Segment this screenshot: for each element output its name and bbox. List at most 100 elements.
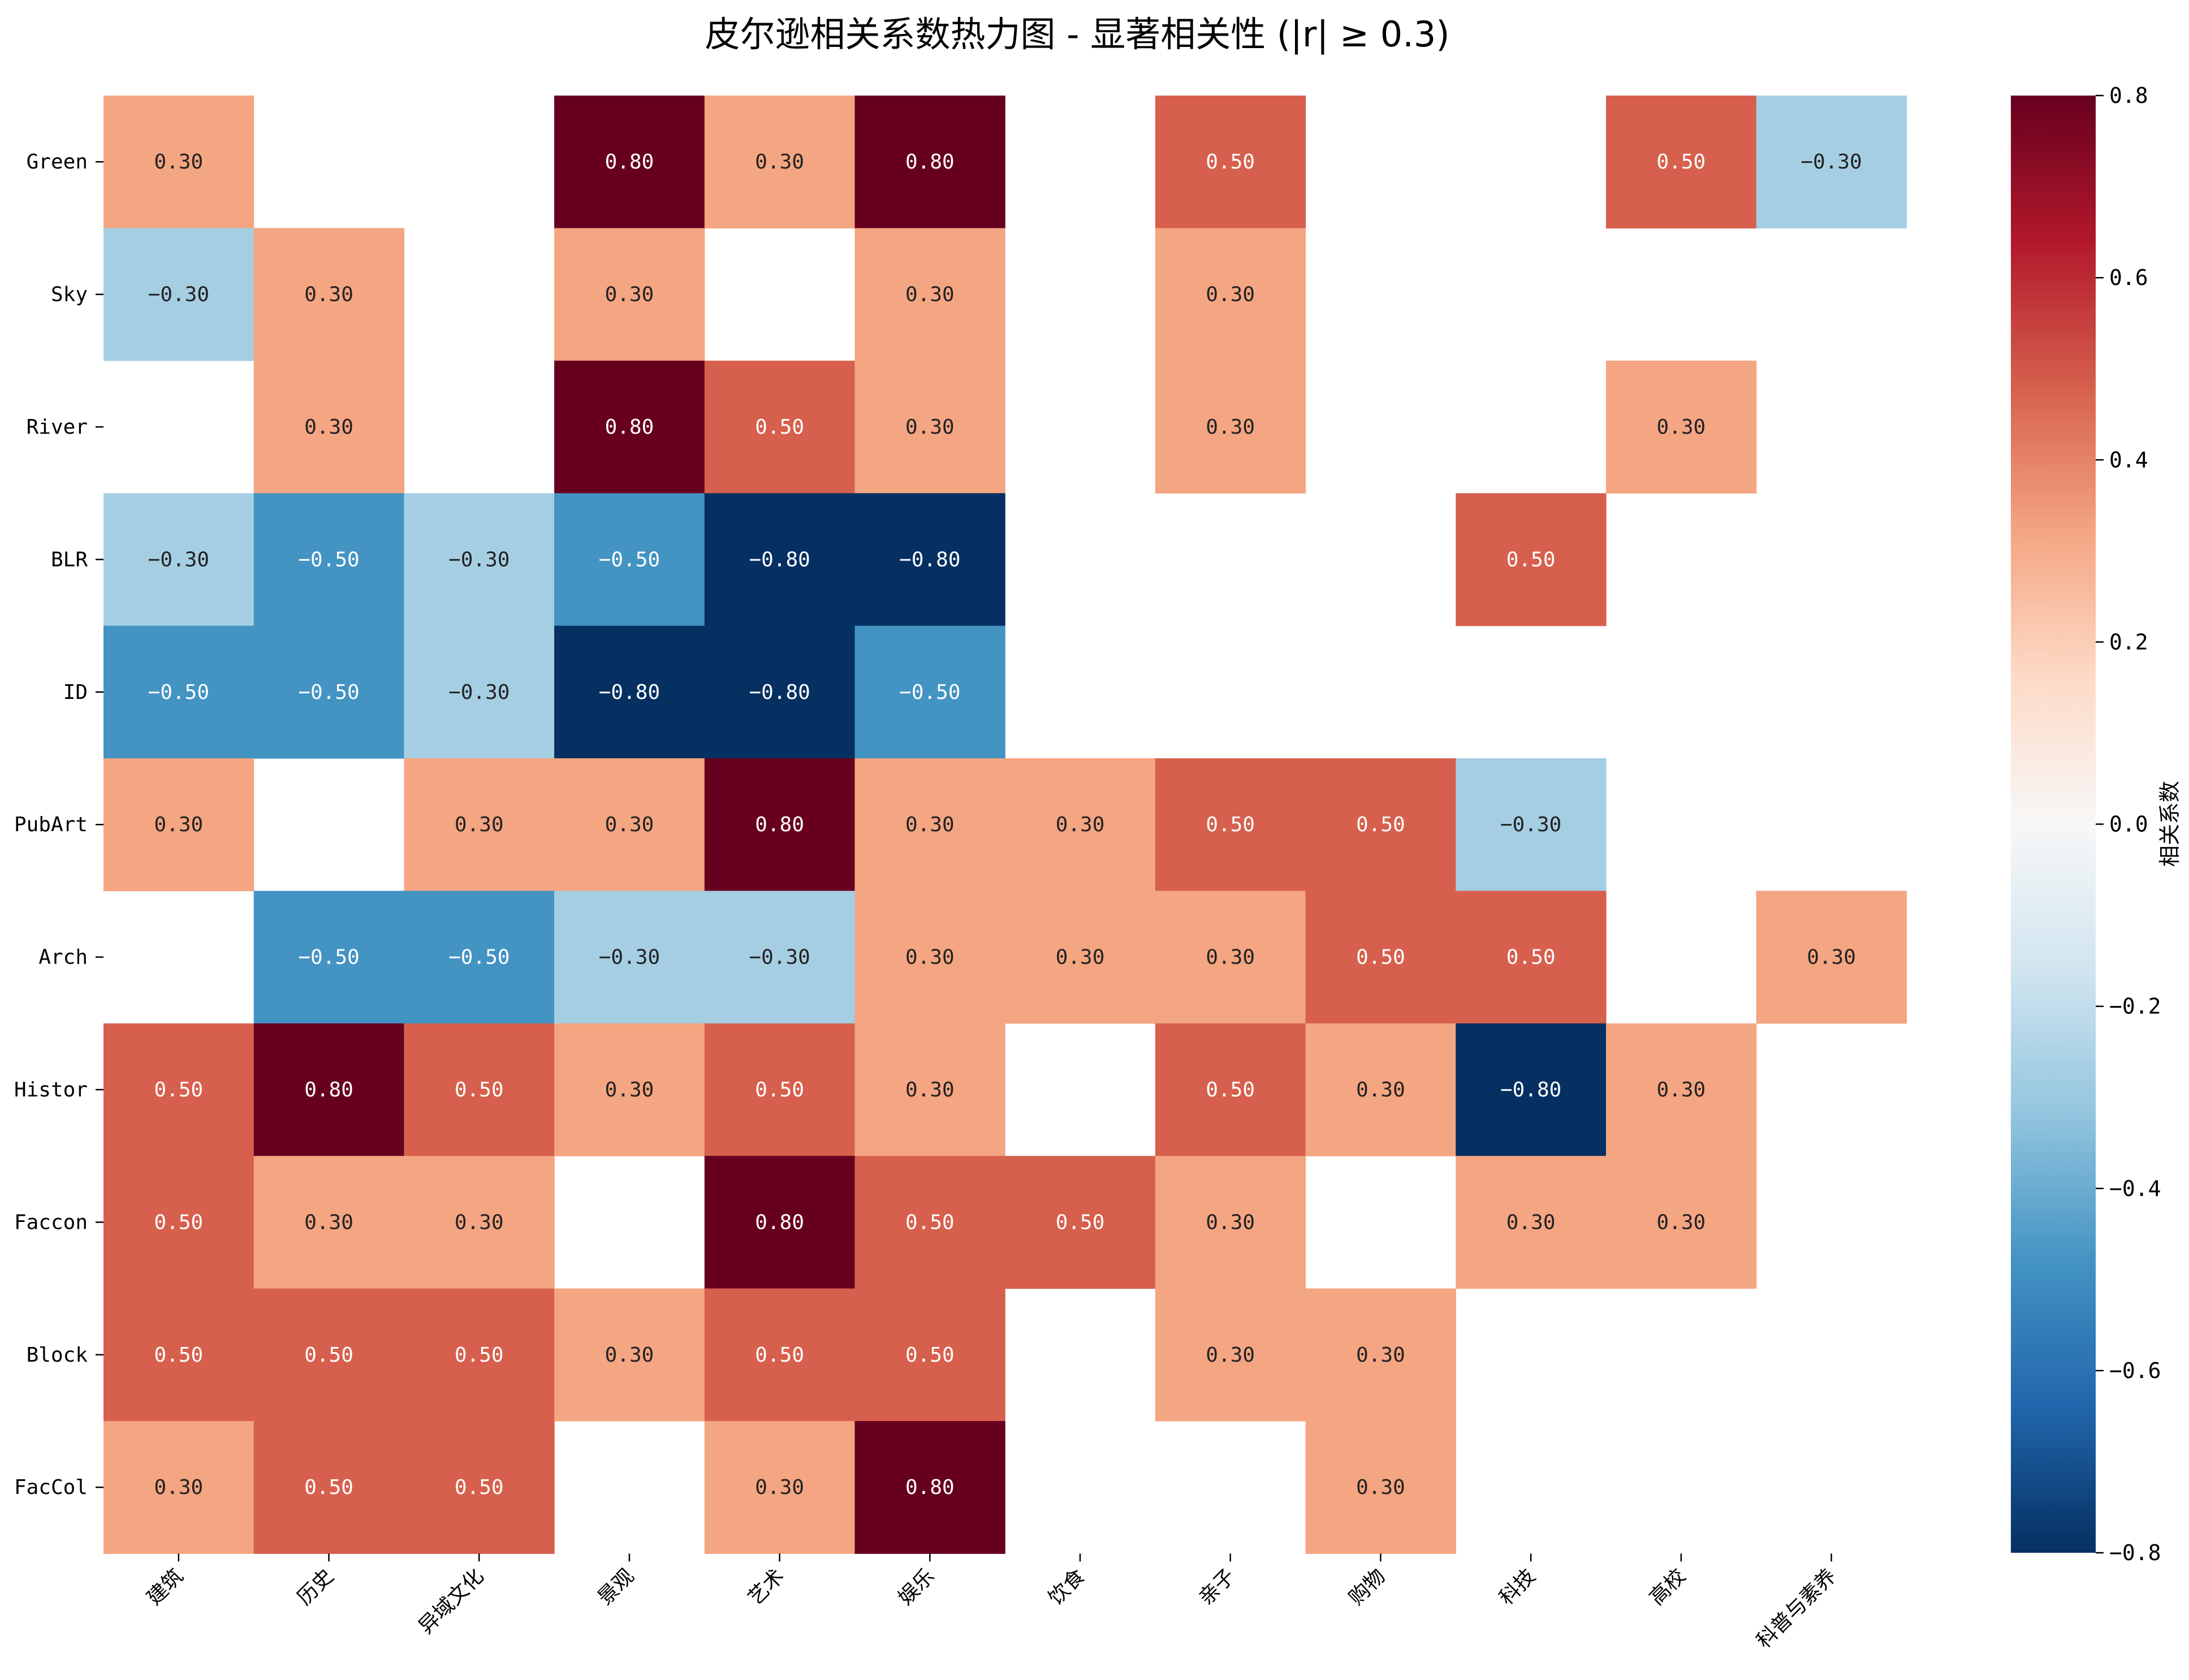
heatmap-cell <box>854 1023 1005 1156</box>
heatmap-cell <box>704 891 856 1024</box>
cell-value-label: −0.80 <box>1500 1078 1561 1102</box>
colorbar: 0.8 0.6 0.4 0.2 0.0 −0.2 −0.4 −0.6 −0.8 相关系数 <box>2011 83 2182 1565</box>
heatmap-cell <box>1005 758 1156 891</box>
heatmap-cell <box>854 891 1005 1024</box>
cell-value-label: −0.30 <box>1801 150 1862 174</box>
colorbar-tick-label: 0.4 <box>2109 447 2148 472</box>
x-tick-label: 景观 <box>593 1565 638 1610</box>
cell-value-label: 0.50 <box>1206 813 1255 836</box>
cell-value-label: 0.50 <box>455 1078 504 1102</box>
cell-value-label: 0.50 <box>455 1344 504 1367</box>
cell-value-label: 0.30 <box>605 1078 654 1102</box>
heatmap-cell <box>1305 1421 1456 1554</box>
x-tick-label: 亲子 <box>1194 1565 1240 1610</box>
heatmap-cell <box>854 758 1005 891</box>
heatmap-cell <box>854 493 1005 627</box>
y-tick-label: BLR <box>51 548 88 571</box>
heatmap-cells <box>103 96 1907 1554</box>
heatmap-cell <box>253 228 404 361</box>
heatmap-cell <box>1155 360 1306 494</box>
heatmap-cell <box>404 1421 555 1554</box>
cell-value-label: 0.80 <box>304 1078 353 1102</box>
cell-value-label: 0.50 <box>304 1476 353 1499</box>
cell-value-label: 0.30 <box>1807 946 1856 969</box>
cell-value-label: 0.50 <box>1206 150 1255 174</box>
heatmap-cell <box>1155 96 1306 228</box>
cell-value-label: −0.30 <box>1500 813 1561 836</box>
heatmap-cell <box>103 96 254 228</box>
heatmap-cell <box>103 625 254 759</box>
heatmap-cell <box>554 96 705 228</box>
cell-value-label: 0.80 <box>905 1476 955 1499</box>
heatmap-cell <box>1606 1023 1757 1156</box>
cell-value-label: 0.50 <box>1206 1078 1255 1102</box>
heatmap-cell <box>1756 96 1907 228</box>
cell-value-label: 0.80 <box>755 813 804 836</box>
cell-value-label: 0.30 <box>605 1344 654 1367</box>
heatmap-cell <box>554 1023 705 1156</box>
heatmap-cell <box>554 360 705 494</box>
heatmap-cell <box>704 758 856 891</box>
heatmap-cell <box>554 493 705 627</box>
cell-value-label: −0.30 <box>749 946 810 969</box>
y-tick-label: Block <box>27 1344 88 1367</box>
heatmap-cell <box>253 1288 404 1422</box>
cell-value-label: −0.80 <box>899 548 960 571</box>
heatmap-cell <box>1606 1156 1757 1289</box>
heatmap-cell <box>1305 1023 1456 1156</box>
cell-value-label: 0.30 <box>755 1476 804 1499</box>
y-tick-label: Green <box>27 150 88 174</box>
x-tick-label: 历史 <box>293 1565 338 1610</box>
cell-value-label: 0.30 <box>455 1211 504 1234</box>
heatmap-cell <box>704 96 856 228</box>
y-tick-label: ID <box>63 681 88 704</box>
cell-value-label: 0.50 <box>755 1344 804 1367</box>
y-tick-label: Histor <box>14 1078 88 1102</box>
heatmap-cell <box>103 1156 254 1289</box>
cell-value-label: 0.30 <box>1656 1078 1706 1102</box>
cell-value-label: 0.30 <box>304 416 353 439</box>
cell-value-label: 0.30 <box>905 283 955 306</box>
heatmap-cell <box>1155 1156 1306 1289</box>
cell-value-label: 0.50 <box>905 1344 955 1367</box>
colorbar-tick-label: −0.8 <box>2109 1540 2161 1565</box>
cell-value-label: 0.30 <box>1056 813 1105 836</box>
colorbar-tick-label: 0.0 <box>2109 812 2148 837</box>
heatmap-cell <box>103 1288 254 1422</box>
y-axis: Green Sky River BLR ID PubArt Arch Histor Faccon… <box>14 150 103 1499</box>
heatmap-cell <box>103 758 254 891</box>
cell-value-label: 0.30 <box>1506 1211 1556 1234</box>
heatmap-cell <box>404 493 555 627</box>
colorbar-tick-label: 0.2 <box>2109 629 2148 654</box>
x-tick-label: 娱乐 <box>894 1565 939 1610</box>
cell-value-label: 0.30 <box>1206 1344 1255 1367</box>
y-tick-label: FacCol <box>14 1476 88 1499</box>
heatmap-cell <box>1606 96 1757 228</box>
cell-value-label: 0.50 <box>154 1344 203 1367</box>
heatmap-cell <box>1305 1288 1456 1422</box>
heatmap-cell <box>554 1288 705 1422</box>
colorbar-tick-label: −0.6 <box>2109 1358 2161 1383</box>
cell-value-label: 0.30 <box>1356 1476 1405 1499</box>
x-tick-label: 科技 <box>1495 1565 1540 1610</box>
colorbar-tick-label: 0.8 <box>2109 83 2148 108</box>
x-tick-label: 购物 <box>1345 1565 1390 1610</box>
heatmap-cell <box>854 228 1005 361</box>
heatmap-cell <box>704 1421 856 1554</box>
heatmap-cell <box>854 360 1005 494</box>
cell-value-label: −0.50 <box>899 681 960 704</box>
cell-value-label: 0.80 <box>755 1211 804 1234</box>
cell-value-label: 0.50 <box>755 1078 804 1102</box>
heatmap-cell <box>253 891 404 1024</box>
cell-value-label: −0.50 <box>148 681 209 704</box>
heatmap-cell <box>1456 1023 1607 1156</box>
cell-value-label: 0.80 <box>905 150 955 174</box>
cell-value-label: 0.30 <box>304 1211 353 1234</box>
heatmap-cell <box>404 1288 555 1422</box>
heatmap-cell <box>554 891 705 1024</box>
cell-value-label: 0.50 <box>154 1078 203 1102</box>
heatmap-cell <box>1005 1156 1156 1289</box>
cell-value-label: 0.30 <box>154 150 203 174</box>
cell-value-label: 0.30 <box>154 1476 203 1499</box>
cell-value-label: 0.30 <box>755 150 804 174</box>
